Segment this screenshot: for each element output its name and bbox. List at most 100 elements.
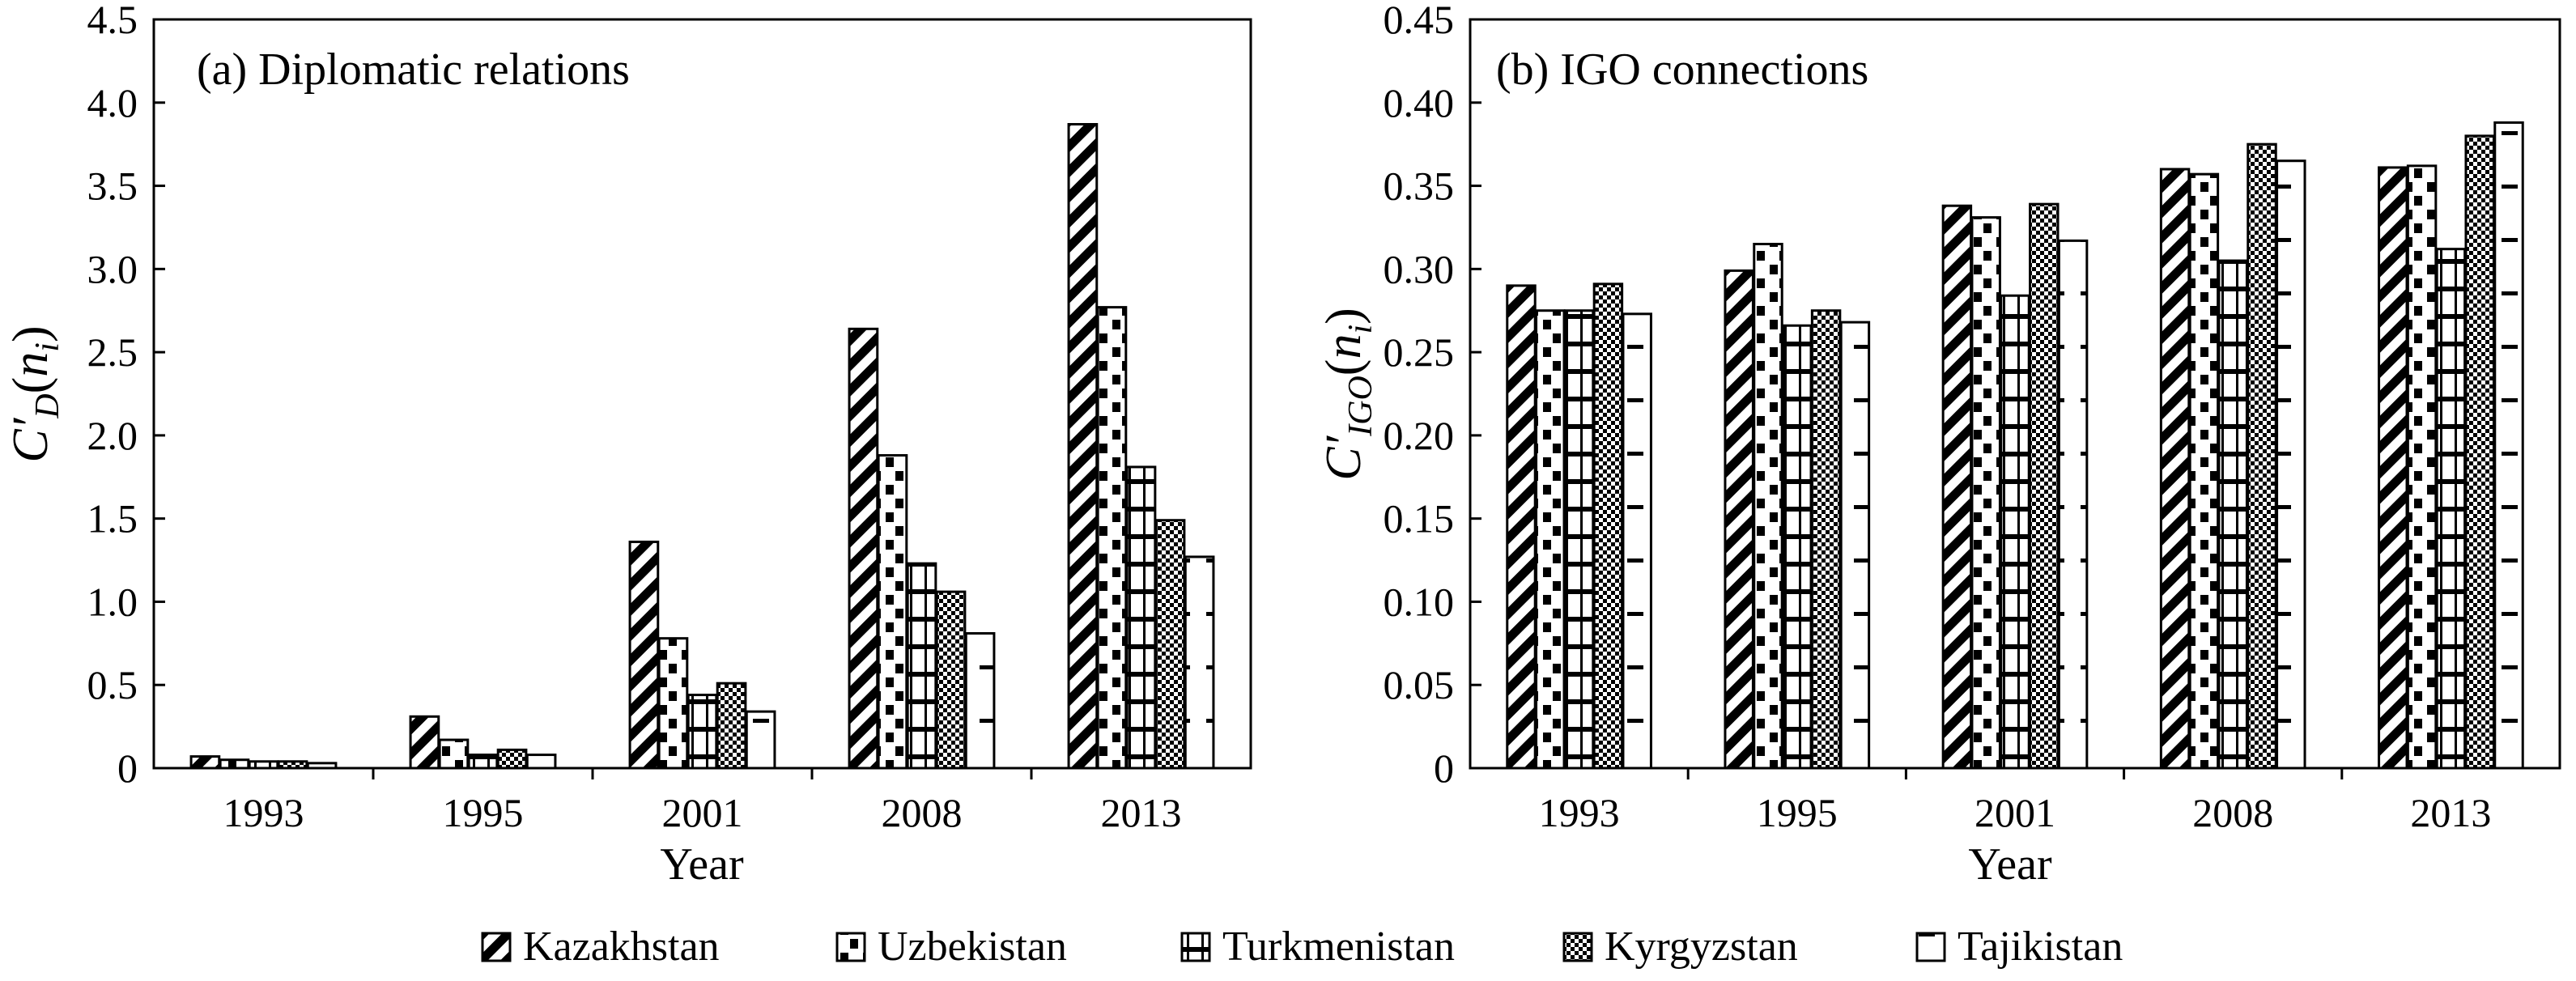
ylab-a-sub: D bbox=[29, 393, 66, 418]
ylab-a-open: ( bbox=[3, 377, 58, 394]
bar-kazakhstan-2013 bbox=[2378, 166, 2408, 770]
y-tick-label: 3.0 bbox=[87, 246, 138, 291]
bar-kazakhstan-1995 bbox=[409, 715, 440, 770]
bar-tajikistan-1995 bbox=[1839, 321, 1871, 770]
x-tick-label: 2008 bbox=[882, 790, 963, 835]
y-tick-label: 0 bbox=[117, 745, 138, 791]
bar-kazakhstan-1995 bbox=[1724, 269, 1754, 770]
bar-uzbekistan-2013 bbox=[1096, 306, 1128, 770]
ylab-b-main: C′ bbox=[1316, 435, 1371, 480]
bar-kyrgyzstan-2013 bbox=[2464, 134, 2495, 770]
bar-turkmenistan-1995 bbox=[467, 754, 499, 770]
legend-swatch-turkmenistan bbox=[1180, 932, 1211, 962]
y-tick-label: 0.20 bbox=[1384, 413, 1455, 458]
legend-swatch-tajikistan bbox=[1915, 932, 1946, 962]
bar-turkmenistan-2001 bbox=[2000, 294, 2030, 770]
x-axis-title-a: Year bbox=[660, 839, 744, 890]
bar-turkmenistan-1993 bbox=[1563, 309, 1595, 770]
y-ticks-a: 0 0.5 1.0 1.5 2.0 2.5 3.0 3.5 4.0 4.5 bbox=[87, 0, 165, 791]
x-tick-label: 2013 bbox=[1101, 790, 1182, 835]
bar-uzbekistan-1995 bbox=[1753, 243, 1783, 770]
x-tick-label: 1993 bbox=[1539, 790, 1620, 835]
ylab-b-close: ) bbox=[1316, 308, 1371, 325]
x-tick-label: 2013 bbox=[2410, 790, 2491, 835]
y-tick-label: 0.05 bbox=[1384, 662, 1455, 707]
bar-kyrgyzstan-2008 bbox=[2247, 142, 2277, 770]
bar-kyrgyzstan-2001 bbox=[2029, 202, 2060, 770]
bar-tajikistan-2001 bbox=[745, 710, 776, 770]
y-tick-label: 0.45 bbox=[1384, 0, 1455, 42]
legend-swatch-kazakhstan bbox=[481, 932, 512, 962]
bar-tajikistan-2001 bbox=[2057, 239, 2089, 770]
legend-label-kazakhstan: Kazakhstan bbox=[523, 924, 720, 970]
y-tick-label: 4.5 bbox=[87, 0, 138, 42]
y-tick-label: 0 bbox=[1434, 745, 1454, 791]
x-tick-label: 2001 bbox=[1975, 790, 2055, 835]
bar-uzbekistan-1995 bbox=[438, 738, 470, 770]
y-tick-label: 1.0 bbox=[87, 579, 138, 624]
y-tick-label: 0.5 bbox=[87, 662, 138, 707]
y-tick-label: 0.15 bbox=[1384, 496, 1455, 541]
bar-turkmenistan-2013 bbox=[2435, 248, 2467, 770]
bar-kyrgyzstan-1995 bbox=[1810, 309, 1842, 770]
bar-uzbekistan-2013 bbox=[2406, 164, 2438, 770]
bar-kazakhstan-2008 bbox=[2159, 168, 2191, 770]
x-tick-labels-a: 1993 1995 2001 2008 2013 bbox=[223, 768, 1182, 835]
legend-swatch-kyrgyzstan bbox=[1562, 932, 1593, 962]
y-tick-label: 0.10 bbox=[1384, 579, 1455, 624]
bar-turkmenistan-2001 bbox=[687, 694, 718, 770]
bar-tajikistan-1993 bbox=[1622, 312, 1652, 770]
panel-diplomatic-relations: 0 0.5 1.0 1.5 2.0 2.5 3.0 3.5 4.0 4.5 1993 1995 200… bbox=[3, 0, 1252, 890]
ylab-b-arg: n bbox=[1316, 334, 1371, 359]
bar-kyrgyzstan-1995 bbox=[496, 748, 528, 770]
bar-kazakhstan-2008 bbox=[848, 327, 879, 770]
bar-turkmenistan-2008 bbox=[906, 562, 937, 770]
ylab-a-arg-sub: i bbox=[29, 342, 66, 352]
y-tick-label: 3.5 bbox=[87, 164, 138, 209]
y-ticks-b: 0 0.05 0.10 0.15 0.20 0.25 0.30 0.35 0.40 0.45 bbox=[1384, 0, 1481, 791]
x-tick-label: 2008 bbox=[2192, 790, 2273, 835]
bar-uzbekistan-2008 bbox=[2188, 172, 2220, 770]
x-tick-label: 2001 bbox=[662, 790, 743, 835]
y-axis-title-a: C′D(ni) bbox=[3, 325, 66, 462]
y-tick-label: 2.5 bbox=[87, 329, 138, 375]
panel-a-title: (a) Diplomatic relations bbox=[197, 45, 630, 95]
legend-label-kyrgyzstan: Kyrgyzstan bbox=[1605, 924, 1798, 970]
ylab-b-open: ( bbox=[1316, 359, 1371, 376]
legend-label-uzbekistan: Uzbekistan bbox=[878, 924, 1067, 970]
panel-igo-connections: 0 0.05 0.10 0.15 0.20 0.25 0.30 0.35 0.40 0.45 19… bbox=[1316, 0, 2561, 890]
bar-uzbekistan-2008 bbox=[877, 454, 908, 770]
bar-uzbekistan-1993 bbox=[219, 758, 250, 770]
y-tick-label: 0.40 bbox=[1384, 80, 1455, 125]
legend-swatch-uzbekistan bbox=[835, 932, 866, 962]
x-tick-label: 1995 bbox=[443, 790, 524, 835]
bars-a bbox=[189, 123, 1215, 770]
bar-turkmenistan-2013 bbox=[1125, 465, 1157, 770]
bar-kyrgyzstan-2001 bbox=[716, 682, 747, 770]
bar-uzbekistan-1993 bbox=[1535, 309, 1566, 770]
legend-label-tajikistan: Tajikistan bbox=[1958, 924, 2123, 970]
bar-kazakhstan-2001 bbox=[1941, 204, 1973, 770]
y-axis-title-b: C′IGO(ni) bbox=[1316, 308, 1379, 481]
ylab-b-arg-sub: i bbox=[1342, 325, 1379, 334]
bars-b bbox=[1506, 121, 2524, 770]
x-tick-label: 1995 bbox=[1757, 790, 1838, 835]
bar-kyrgyzstan-2013 bbox=[1154, 519, 1186, 770]
y-tick-label: 2.0 bbox=[87, 413, 138, 458]
bar-tajikistan-2013 bbox=[2493, 121, 2524, 770]
y-tick-label: 4.0 bbox=[87, 80, 138, 125]
bar-kazakhstan-2001 bbox=[628, 540, 660, 770]
bar-kazakhstan-1993 bbox=[189, 755, 221, 770]
bar-turkmenistan-1993 bbox=[248, 760, 279, 770]
bar-turkmenistan-2008 bbox=[2217, 259, 2248, 770]
bar-tajikistan-1995 bbox=[525, 754, 557, 770]
ylab-b-sub: IGO bbox=[1342, 376, 1379, 437]
ylab-a-arg: n bbox=[3, 352, 58, 377]
bar-turkmenistan-1995 bbox=[1782, 324, 1813, 770]
y-tick-label: 0.25 bbox=[1384, 329, 1455, 375]
legend-label-turkmenistan: Turkmenistan bbox=[1222, 924, 1455, 970]
x-axis-title-b: Year bbox=[1968, 839, 2052, 890]
ylab-a-close: ) bbox=[3, 325, 58, 342]
ylab-a-main: C′ bbox=[3, 417, 58, 462]
